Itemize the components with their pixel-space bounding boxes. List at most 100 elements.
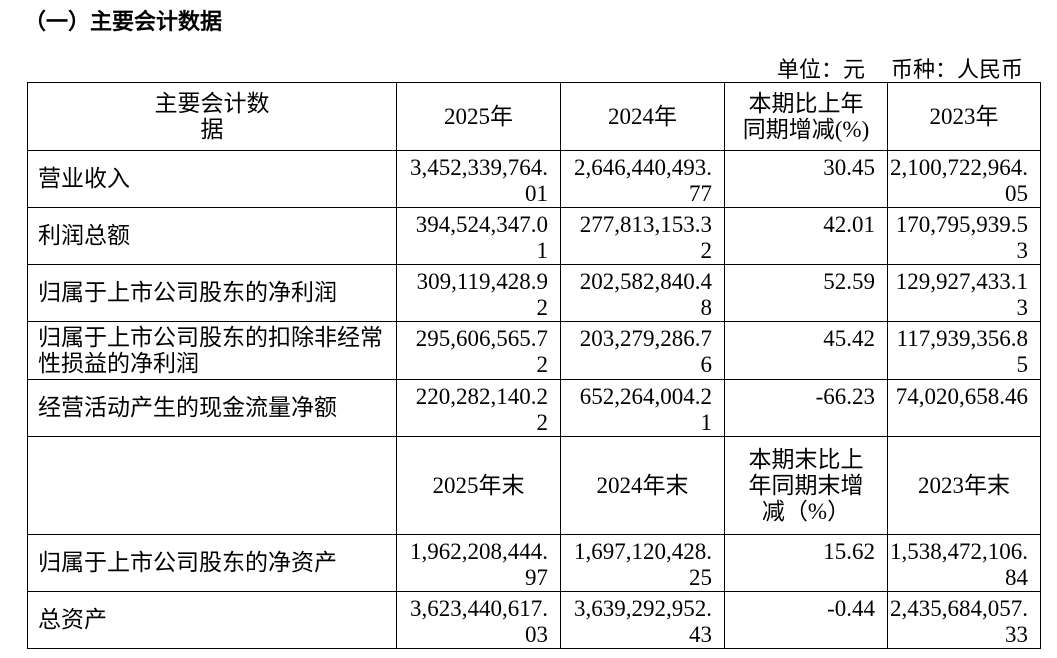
- cell-text: 2024年: [608, 103, 677, 129]
- cell-text: 2023年末: [918, 472, 1010, 498]
- cell-text: -0.44: [827, 596, 875, 621]
- table-cell: 52.59: [724, 264, 888, 322]
- cell-text: 309,119,428.92: [416, 269, 548, 320]
- cell-text: 277,813,153.32: [579, 212, 712, 263]
- table-cell: 3,639,292,952.43: [560, 591, 725, 649]
- table-cell: 经营活动产生的现金流量净额: [27, 379, 397, 437]
- table-cell: 归属于上市公司股东的扣除非经常性损益的净利润: [27, 321, 397, 380]
- unit: 单位：元: [776, 57, 865, 82]
- table-cell: 45.42: [724, 321, 888, 380]
- table-cell: 1,697,120,428.25: [560, 534, 725, 592]
- cell-text: 2025年: [444, 103, 513, 129]
- data-row: 归属于上市公司股东的净资产 1,962,208,444.97 1,697,120,4…: [27, 534, 1041, 592]
- table-cell: 277,813,153.32: [560, 207, 725, 265]
- table-cell: -0.44: [724, 591, 888, 649]
- cell-text: 本期比上年同期增减(%): [742, 90, 870, 142]
- cell-text: 15.62: [823, 539, 875, 564]
- data-row: 归属于上市公司股东的净利润 309,119,428.92 202,582,840.4…: [27, 264, 1041, 322]
- data-row: 总资产 3,623,440,617.03 3,639,292,952.43 -0.44…: [27, 591, 1041, 649]
- table-cell: 42.01: [724, 207, 888, 265]
- table-cell: 295,606,565.72: [396, 321, 561, 380]
- cell-text: 394,524,347.01: [415, 212, 548, 263]
- cell-text: 本期末比上年同期末增减（%）: [748, 446, 864, 524]
- table-cell: 117,939,356.85: [887, 321, 1041, 380]
- data-row: 经营活动产生的现金流量净额 220,282,140.22 652,264,004.2…: [27, 379, 1041, 437]
- table-cell: 309,119,428.92: [396, 264, 561, 322]
- table-cell: -66.23: [724, 379, 888, 437]
- table-cell: 202,582,840.48: [560, 264, 725, 322]
- data-table: 主要会计数据 2025年 2024年 本期比上年同期增减(%) 2023年营业收入 3,4…: [27, 82, 1041, 649]
- cell-text: 52.59: [823, 269, 875, 294]
- cell-text: 74,020,658.46: [895, 384, 1028, 409]
- table-cell: [27, 436, 397, 535]
- table-cell: 主要会计数据: [27, 82, 397, 151]
- cell-text: 652,264,004.21: [579, 384, 712, 435]
- header-row: 主要会计数据 2025年 2024年 本期比上年同期增减(%) 2023年: [27, 82, 1041, 151]
- table-cell: 2023年: [887, 82, 1041, 151]
- cell-text: 3,452,339,764.01: [410, 155, 548, 206]
- table-cell: 2025年: [396, 82, 561, 151]
- table-cell: 652,264,004.21: [560, 379, 725, 437]
- cell-text: 1,538,472,106.84: [890, 539, 1028, 590]
- cell-text: 营业收入: [38, 166, 130, 191]
- table-cell: 归属于上市公司股东的净资产: [27, 534, 397, 592]
- cell-text: -66.23: [815, 384, 875, 409]
- table-cell: 15.62: [724, 534, 888, 592]
- cell-text: 2023年: [929, 103, 999, 129]
- table-cell: 营业收入: [27, 150, 397, 208]
- table-cell: 总资产: [27, 591, 397, 649]
- cell-text: 利润总额: [38, 223, 130, 248]
- table-cell: 3,623,440,617.03: [396, 591, 561, 649]
- cell-text: 归属于上市公司股东的扣除非经常性损益的净利润: [38, 324, 383, 376]
- cell-text: 主要会计数据: [154, 90, 270, 142]
- data-row: 归属于上市公司股东的扣除非经常性损益的净利润 295,606,565.72 203,…: [27, 321, 1041, 380]
- cell-text: 2025年末: [432, 472, 525, 498]
- table-cell: 本期比上年同期增减(%): [724, 82, 888, 151]
- cell-text: 117,939,356.85: [896, 326, 1028, 377]
- cell-text: 归属于上市公司股东的净利润: [38, 280, 337, 305]
- table-cell: 1,962,208,444.97: [396, 534, 561, 592]
- cell-text: 3,623,440,617.03: [410, 596, 548, 647]
- table-cell: 129,927,433.13: [887, 264, 1041, 322]
- currency: 币种：人民币: [890, 57, 1023, 82]
- cell-text: 30.45: [823, 155, 875, 180]
- cell-text: 170,795,939.53: [895, 212, 1028, 263]
- cell-text: 129,927,433.13: [895, 269, 1028, 320]
- table-cell: 2025年末: [396, 436, 561, 535]
- cell-text: 220,282,140.22: [415, 384, 548, 435]
- table-cell: 220,282,140.22: [396, 379, 561, 437]
- cell-text: 45.42: [823, 326, 875, 351]
- cell-text: 1,697,120,428.25: [574, 539, 712, 590]
- cell-text: 归属于上市公司股东的净资产: [38, 550, 337, 575]
- cell-text: 2,646,440,493.77: [574, 155, 712, 206]
- section-title: （一）主要会计数据: [24, 10, 223, 35]
- table-cell: 2024年: [560, 82, 725, 151]
- table-cell: 74,020,658.46: [887, 379, 1041, 437]
- cell-text: 42.01: [823, 212, 875, 237]
- cell-text: 202,582,840.48: [579, 269, 712, 320]
- table-cell: 利润总额: [27, 207, 397, 265]
- table-cell: 203,279,286.76: [560, 321, 725, 380]
- cell-text: 203,279,286.76: [579, 326, 712, 377]
- cell-text: 2024年末: [596, 472, 689, 498]
- table-cell: 2,100,722,964.05: [887, 150, 1041, 208]
- table-cell: 2,435,684,057.33: [887, 591, 1041, 649]
- table-cell: 2023年末: [887, 436, 1041, 535]
- table-cell: 2024年末: [560, 436, 725, 535]
- cell-text: 总资产: [38, 607, 107, 632]
- table-cell: 30.45: [724, 150, 888, 208]
- table-cell: 1,538,472,106.84: [887, 534, 1041, 592]
- table-cell: 2,646,440,493.77: [560, 150, 725, 208]
- cell-text: 2,100,722,964.05: [890, 155, 1028, 206]
- table-cell: 170,795,939.53: [887, 207, 1041, 265]
- cell-text: 1,962,208,444.97: [410, 539, 548, 590]
- unit-line: 单位：元 币种：人民币: [751, 52, 1023, 84]
- table-cell: 本期末比上年同期末增减（%）: [724, 436, 888, 535]
- header-row: 2025年末 2024年末 本期末比上年同期末增减（%） 2023年末: [27, 436, 1041, 535]
- table-cell: 3,452,339,764.01: [396, 150, 561, 208]
- table-cell: 394,524,347.01: [396, 207, 561, 265]
- data-row: 利润总额 394,524,347.01 277,813,153.32 42.01 170…: [27, 207, 1041, 265]
- data-row: 营业收入 3,452,339,764.01 2,646,440,493.77 30.4…: [27, 150, 1041, 208]
- cell-text: 2,435,684,057.33: [890, 596, 1028, 647]
